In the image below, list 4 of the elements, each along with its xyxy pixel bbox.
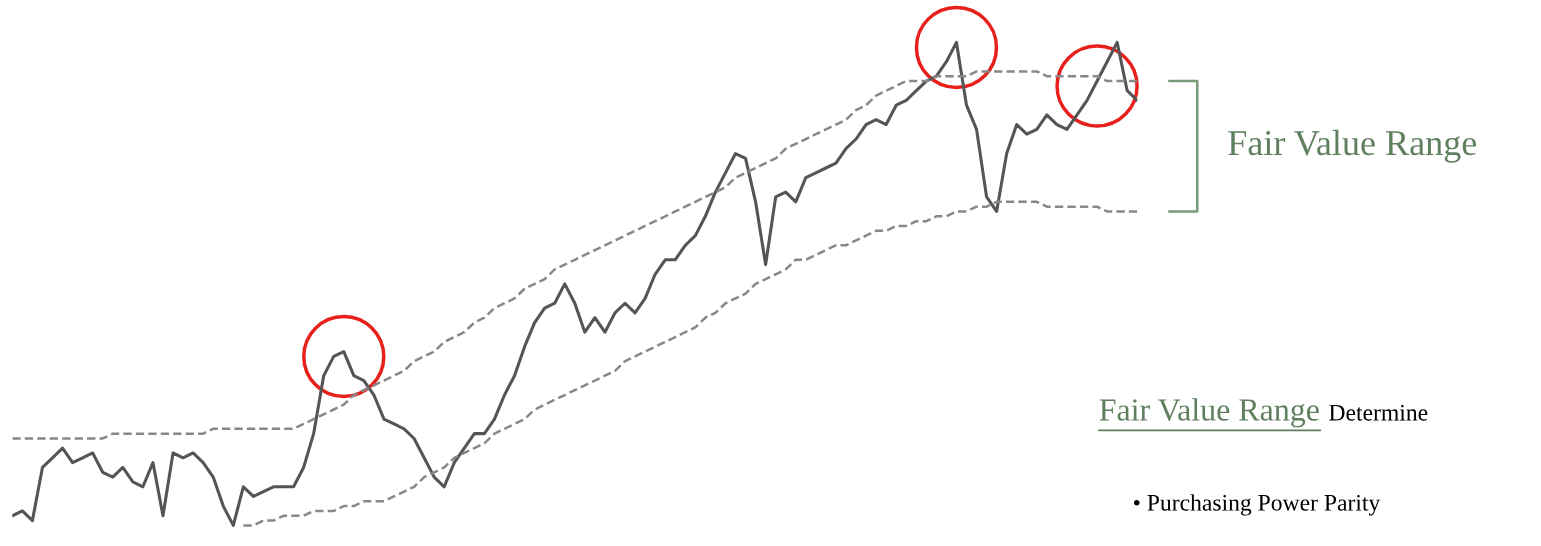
text: Fair Value Range bbox=[1228, 129, 1477, 163]
text: Determine bbox=[1329, 404, 1428, 421]
annotation: Fair Value Range bbox=[1099, 398, 1319, 428]
annotation: • Purchasing Power Parity bbox=[1133, 494, 1381, 516]
